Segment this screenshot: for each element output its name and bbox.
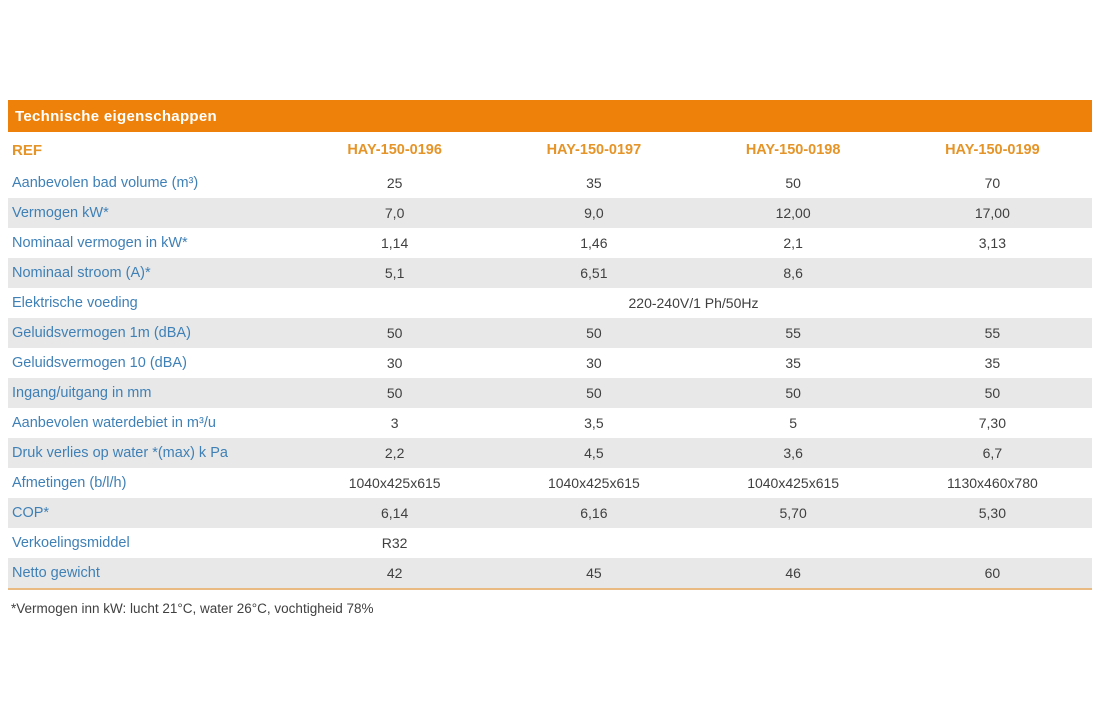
row-label: COP* — [12, 505, 50, 521]
row-value: 3,6 — [783, 445, 803, 461]
row-value: 42 — [386, 565, 403, 581]
row-label: Aanbevolen waterdebiet in m³/u — [12, 415, 216, 431]
row-label: Netto gewicht — [12, 565, 100, 581]
row-value: 9,0 — [584, 205, 604, 221]
table-row: Nominaal vermogen in kW* 1,14 1,46 2,1 3,13 — [8, 228, 1092, 258]
row-value: 1040x425x615 — [547, 475, 640, 491]
row-value: 50 — [785, 175, 801, 191]
column-header-0198: HAY-150-0198 — [745, 142, 841, 158]
row-label: Afmetingen (b/l/h) — [12, 475, 127, 491]
column-header-0197: HAY-150-0197 — [546, 142, 642, 158]
row-value — [494, 528, 693, 558]
table-row: Aanbevolen bad volume (m³) 25 35 50 70 — [8, 168, 1092, 198]
row-value: 1040x425x615 — [747, 475, 840, 491]
column-header-0196: HAY-150-0196 — [347, 142, 442, 158]
table-row: Nominaal stroom (A)* 5,1 6,51 8,6 — [8, 258, 1092, 288]
row-label: Druk verlies op water *(max) k Pa — [12, 445, 228, 461]
row-value: 6,16 — [580, 505, 608, 521]
row-value: 55 — [785, 325, 801, 341]
row-value — [893, 528, 1092, 558]
row-value: 45 — [586, 565, 602, 581]
table-row: Ingang/uitgang in mm 50 50 50 50 — [8, 378, 1092, 408]
row-value: 3,5 — [584, 415, 604, 431]
row-value: 1,46 — [580, 235, 608, 251]
row-value: 7,30 — [978, 415, 1006, 431]
row-value: 60 — [984, 565, 1001, 581]
table-title: Technische eigenschappen — [15, 107, 217, 125]
row-value: 6,14 — [381, 505, 409, 521]
row-value: 5,30 — [978, 505, 1006, 521]
row-label: Verkoelingsmiddel — [12, 535, 130, 551]
table-row: Vermogen kW* 7,0 9,0 12,00 17,00 — [8, 198, 1092, 228]
row-label: Elektrische voeding — [12, 295, 138, 311]
row-value: 30 — [586, 355, 602, 371]
row-label: Nominaal vermogen in kW* — [12, 235, 188, 251]
table-row: COP* 6,14 6,16 5,70 5,30 — [8, 498, 1092, 528]
row-value: R32 — [381, 535, 408, 551]
row-value: 50 — [586, 325, 602, 341]
row-value: 1130x460x780 — [946, 475, 1038, 491]
row-value: 50 — [785, 385, 801, 401]
row-value: 30 — [386, 355, 403, 371]
table-row: Druk verlies op water *(max) k Pa 2,2 4,5 3… — [8, 438, 1092, 468]
row-label: Ingang/uitgang in mm — [12, 385, 152, 401]
row-label: Geluidsvermogen 10 (dBA) — [12, 355, 187, 371]
row-value: 8,6 — [783, 265, 803, 281]
row-value — [694, 528, 893, 558]
footnote: *Vermogen inn kW: lucht 21°C, water 26°C… — [11, 601, 374, 616]
row-value: 35 — [785, 355, 801, 371]
table-row: Geluidsvermogen 10 (dBA) 30 30 35 35 — [8, 348, 1092, 378]
row-value: 35 — [984, 355, 1001, 371]
row-value: 2,2 — [384, 445, 405, 461]
header-row: REF HAY-150-0196 HAY-150-0197 HAY-150-01… — [8, 132, 1092, 168]
row-value: 1040x425x615 — [348, 475, 441, 491]
row-value: 7,0 — [384, 205, 405, 221]
spec-table-grid: REF HAY-150-0196 HAY-150-0197 HAY-150-01… — [8, 132, 1092, 590]
row-value: 46 — [785, 565, 801, 581]
ref-header: REF — [12, 141, 42, 159]
table-row: Verkoelingsmiddel R32 — [8, 528, 1092, 558]
row-value: 55 — [984, 325, 1001, 341]
row-value: 70 — [984, 175, 1001, 191]
row-value: 5,1 — [384, 265, 405, 281]
table-row: Aanbevolen waterdebiet in m³/u 3 3,5 5 7,30 — [8, 408, 1092, 438]
row-value: 50 — [386, 385, 403, 401]
table-row: Elektrische voeding 220-240V/1 Ph/50Hz — [8, 288, 1092, 318]
row-value: 25 — [386, 175, 403, 191]
row-value: 12,00 — [775, 205, 811, 221]
row-value: 3 — [390, 415, 399, 431]
table-row: Afmetingen (b/l/h) 1040x425x615 1040x425x6… — [8, 468, 1092, 498]
row-value-span: 220-240V/1 Ph/50Hz — [628, 295, 759, 311]
row-value: 35 — [586, 175, 602, 191]
row-value: 5 — [789, 415, 798, 431]
row-label: Nominaal stroom (A)* — [12, 265, 151, 281]
row-value: 50 — [984, 385, 1001, 401]
row-value: 17,00 — [974, 205, 1010, 221]
row-value: 50 — [586, 385, 602, 401]
row-label: Geluidsvermogen 1m (dBA) — [12, 325, 191, 341]
table-title-bar: Technische eigenschappen — [8, 100, 1092, 132]
row-value: 2,1 — [783, 235, 803, 251]
column-header-0199: HAY-150-0199 — [945, 142, 1040, 158]
table-row: Geluidsvermogen 1m (dBA) 50 50 55 55 — [8, 318, 1092, 348]
table-row: Netto gewicht 42 45 46 60 — [8, 558, 1092, 589]
spec-table: Technische eigenschappen REF HAY-150-019… — [8, 100, 1092, 616]
row-value: 6,7 — [982, 445, 1003, 461]
row-value — [893, 258, 1092, 288]
row-value: 6,51 — [580, 265, 608, 281]
row-value: 3,13 — [978, 235, 1006, 251]
row-value: 1,14 — [381, 235, 409, 251]
row-value: 5,70 — [779, 505, 807, 521]
row-value: 50 — [386, 325, 403, 341]
row-label: Aanbevolen bad volume (m³) — [12, 175, 199, 191]
row-label: Vermogen kW* — [12, 205, 109, 221]
row-value: 4,5 — [584, 445, 604, 461]
